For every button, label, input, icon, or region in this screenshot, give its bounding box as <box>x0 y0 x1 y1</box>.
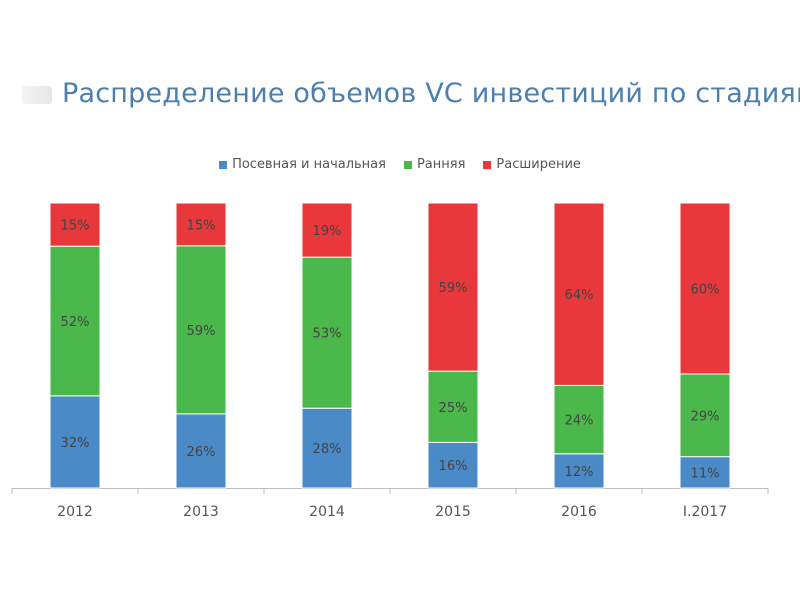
data-label-expansion-2013: 15% <box>187 218 216 233</box>
bar-seed-2015 <box>427 441 479 489</box>
title-logo-mark <box>22 86 52 104</box>
legend-item-early: Ранняя <box>403 157 466 172</box>
bar-expansion-2016 <box>553 202 605 386</box>
legend-label-early: Ранняя <box>416 157 466 172</box>
legend-label-seed: Посевная и начальная <box>232 157 386 172</box>
x-tick-label: 2013 <box>183 504 219 520</box>
bar-expansion-2013 <box>175 202 227 247</box>
data-label-seed-2013: 26% <box>187 445 216 460</box>
data-label-seed-2014: 28% <box>313 442 342 457</box>
bar-early-2013 <box>175 245 227 415</box>
bar-expansion-2015 <box>427 202 479 372</box>
chart-title: Распределение объемов VC инвестиций по с… <box>62 78 800 109</box>
bar-early-2012 <box>49 245 101 397</box>
data-label-early-2015: 25% <box>439 401 468 416</box>
x-tick-label: I.2017 <box>683 504 727 520</box>
data-label-expansion-2016: 64% <box>565 288 594 303</box>
x-tick-label: 2016 <box>561 504 597 520</box>
bar-early-2016 <box>553 384 605 455</box>
bar-expansion-2014 <box>301 202 353 258</box>
data-label-early-2016: 24% <box>565 414 594 429</box>
data-label-early-2012: 52% <box>61 315 90 330</box>
legend-swatch-expansion <box>483 160 492 169</box>
x-tick-label: 2012 <box>57 504 93 520</box>
x-tick-label: 2014 <box>309 504 345 520</box>
legend-item-expansion: Расширение <box>483 157 581 172</box>
bar-early-2015 <box>427 370 479 443</box>
data-label-expansion-I.2017: 60% <box>691 283 720 298</box>
x-tick-label: 2015 <box>435 504 471 520</box>
legend-swatch-seed <box>219 160 228 169</box>
bar-expansion-I.2017 <box>679 202 731 375</box>
legend-item-seed: Посевная и начальная <box>219 157 386 172</box>
data-label-expansion-2012: 15% <box>61 219 90 234</box>
legend: Посевная и начальная Ранняя Расширение <box>0 157 800 172</box>
data-label-seed-I.2017: 11% <box>691 466 720 481</box>
bar-seed-2012 <box>49 395 101 489</box>
bar-seed-2014 <box>301 407 353 489</box>
legend-label-expansion: Расширение <box>496 157 581 172</box>
data-label-seed-2016: 12% <box>565 465 594 480</box>
bar-early-2014 <box>301 256 353 409</box>
bar-expansion-2012 <box>49 202 101 247</box>
legend-swatch-early <box>403 160 412 169</box>
data-label-seed-2015: 16% <box>439 459 468 474</box>
data-label-early-2013: 59% <box>187 324 216 339</box>
data-label-expansion-2015: 59% <box>439 281 468 296</box>
data-label-early-I.2017: 29% <box>691 409 720 424</box>
data-label-expansion-2014: 19% <box>313 224 342 239</box>
data-label-seed-2012: 32% <box>61 436 90 451</box>
data-label-early-2014: 53% <box>313 327 342 342</box>
bar-seed-2013 <box>175 413 227 489</box>
